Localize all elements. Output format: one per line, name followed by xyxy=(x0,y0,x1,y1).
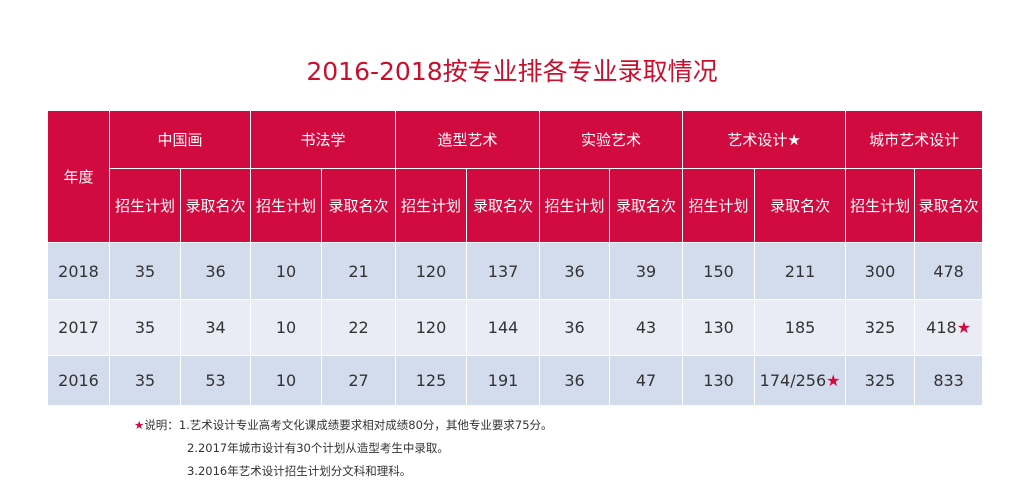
cell: 211 xyxy=(754,242,847,300)
subheader: 录取名次 xyxy=(914,168,984,243)
subheader-row: 招生计划 录取名次 招生计划 录取名次 招生计划 录取名次 招生计划 录取名次 招生计划 录取名次… xyxy=(48,168,984,243)
cell: 174/256★ xyxy=(754,355,847,406)
group-header: 艺术设计★ xyxy=(682,110,847,169)
notes: ★说明：1.艺术设计专业高考文化课成绩要求相对成绩80分，其他专业要求75分。 2… xyxy=(134,414,553,483)
cell: 53 xyxy=(179,355,252,406)
data-row: 2017 35 34 10 22 120 144 36 43 130 185 325 418★ xyxy=(47,299,984,356)
subheader: 招生计划 xyxy=(845,168,916,243)
cell: 144 xyxy=(466,299,541,356)
year-cell: 2016 xyxy=(47,355,110,406)
subheader: 招生计划 xyxy=(539,168,611,243)
cell: 185 xyxy=(754,299,847,356)
cell: 27 xyxy=(321,355,397,406)
cell: 22 xyxy=(321,299,397,356)
note-label: 说明： xyxy=(144,418,179,432)
cell: 418★ xyxy=(914,299,984,356)
year-cell: 2018 xyxy=(47,242,110,300)
star-mark: ★ xyxy=(956,318,972,337)
header-row: 年度 中国画 书法学 造型艺术 实验艺术 艺术设计★ 城市艺术设计 xyxy=(47,110,984,243)
cell: 10 xyxy=(250,242,323,300)
cell: 325 xyxy=(845,355,916,406)
group-header: 书法学 xyxy=(250,110,397,169)
cell: 478 xyxy=(914,242,984,300)
cell: 120 xyxy=(395,242,468,300)
group-header: 实验艺术 xyxy=(539,110,684,169)
cell: 35 xyxy=(109,299,181,356)
cell: 36 xyxy=(539,242,611,300)
subheader: 招生计划 xyxy=(682,168,756,243)
subheader: 录取名次 xyxy=(321,168,397,243)
subheader: 招生计划 xyxy=(109,168,181,243)
group-header: 城市艺术设计 xyxy=(845,110,984,169)
cell: 39 xyxy=(609,242,684,300)
subheader: 录取名次 xyxy=(179,168,252,243)
cell: 325 xyxy=(845,299,916,356)
year-header: 年度 xyxy=(47,110,110,243)
cell: 35 xyxy=(109,355,181,406)
cell: 36 xyxy=(539,355,611,406)
cell: 10 xyxy=(250,299,323,356)
cell: 137 xyxy=(466,242,541,300)
note-star: ★ xyxy=(134,418,145,432)
cell: 36 xyxy=(179,242,252,300)
group-header: 中国画 xyxy=(108,110,252,169)
note-item: 3.2016年艺术设计招生计划分文科和理科。 xyxy=(187,464,412,478)
cell: 150 xyxy=(682,242,756,300)
cell: 35 xyxy=(109,242,181,300)
cell: 10 xyxy=(250,355,323,406)
note-item: 2.2017年城市设计有30个计划从造型考生中录取。 xyxy=(187,441,449,455)
subheader: 录取名次 xyxy=(754,168,847,243)
group-header: 造型艺术 xyxy=(395,110,541,169)
star-mark: ★ xyxy=(826,371,841,390)
cell: 43 xyxy=(609,299,684,356)
subheader: 招生计划 xyxy=(395,168,468,243)
cell-value: 418 xyxy=(926,318,957,337)
cell: 21 xyxy=(321,242,397,300)
cell: 34 xyxy=(179,299,252,356)
cell: 130 xyxy=(682,299,756,356)
data-row: 2018 35 36 10 21 120 137 36 39 150 211 300 478 xyxy=(47,242,984,300)
cell: 120 xyxy=(395,299,468,356)
cell: 47 xyxy=(609,355,684,406)
cell: 833 xyxy=(914,355,984,406)
admission-table: 年度 中国画 书法学 造型艺术 实验艺术 艺术设计★ 城市艺术设计 招生计划 录取名次 招生计划录… xyxy=(47,110,984,406)
cell: 191 xyxy=(466,355,541,406)
title: 2016-2018按专业排各专业录取情况 xyxy=(306,57,718,86)
cell: 125 xyxy=(395,355,468,406)
year-cell: 2017 xyxy=(47,299,110,356)
cell: 36 xyxy=(539,299,611,356)
cell: 300 xyxy=(845,242,916,300)
note-item: 1.艺术设计专业高考文化课成绩要求相对成绩80分，其他专业要求75分。 xyxy=(178,418,553,432)
cell: 130 xyxy=(682,355,756,406)
data-row: 2016 35 53 10 27 125 191 36 47 130 174/256★ 325 833 xyxy=(47,355,984,406)
subheader: 录取名次 xyxy=(609,168,684,243)
cell-value: 174/256 xyxy=(759,371,827,390)
subheader: 录取名次 xyxy=(466,168,541,243)
subheader: 招生计划 xyxy=(250,168,323,243)
